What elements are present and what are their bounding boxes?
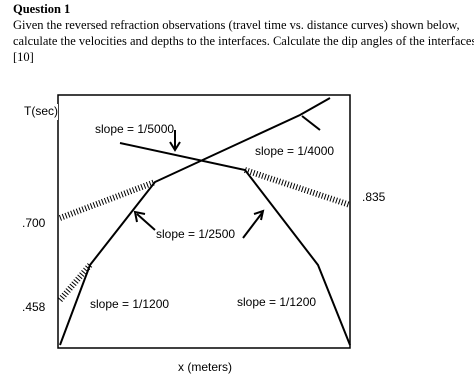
arrow	[301, 115, 321, 131]
hatched-segment	[57, 263, 93, 302]
question-text: Given the reversed refraction observatio…	[13, 18, 460, 32]
hatched-segment	[244, 167, 351, 208]
arrow-head	[133, 210, 146, 223]
hatched-segment	[58, 179, 157, 221]
slope-label: slope = 1/2500	[156, 227, 235, 241]
slope-label: slope = 1/4000	[255, 144, 334, 158]
forward-curve	[59, 97, 331, 346]
question-title: Question 1	[13, 2, 71, 16]
arrow-head	[253, 209, 265, 221]
y-axis-label: T(sec)	[24, 104, 58, 118]
label-bg	[22, 104, 58, 120]
time-label: .458	[22, 300, 46, 314]
reverse-curve	[119, 142, 351, 346]
x-axis-label: x (meters)	[178, 360, 232, 374]
arrow	[136, 213, 156, 231]
frame	[57, 94, 351, 349]
time-label: .835	[362, 190, 386, 204]
slope-label: slope = 1/5000	[95, 122, 174, 136]
arrow	[242, 212, 263, 239]
slope-label: slope = 1/1200	[237, 295, 316, 309]
question-marks: [10]	[13, 50, 34, 64]
slope-label: slope = 1/1200	[90, 297, 169, 311]
arrow-head	[169, 141, 181, 152]
question-text: calculate the velocities and depths to t…	[13, 34, 474, 48]
time-label: .700	[22, 216, 46, 230]
